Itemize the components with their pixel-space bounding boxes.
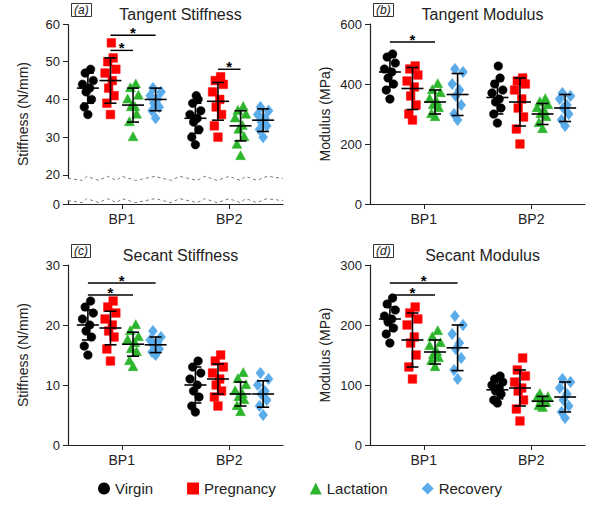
svg-text:(c): (c) — [74, 244, 88, 258]
svg-text:0: 0 — [53, 438, 60, 453]
svg-text:*: * — [119, 39, 125, 56]
svg-text:40: 40 — [46, 92, 60, 107]
svg-text:BP2: BP2 — [216, 211, 243, 227]
svg-text:(d): (d) — [376, 244, 391, 258]
svg-text:*: * — [226, 58, 232, 75]
svg-text:Virgin: Virgin — [115, 480, 153, 497]
svg-text:BP2: BP2 — [518, 452, 545, 468]
svg-text:600: 600 — [340, 17, 362, 32]
svg-text:20: 20 — [46, 318, 60, 333]
svg-text:60: 60 — [46, 17, 60, 32]
svg-text:BP1: BP1 — [109, 211, 136, 227]
svg-text:Pregnancy: Pregnancy — [204, 480, 276, 497]
svg-text:Stiffness (N/mm): Stiffness (N/mm) — [15, 303, 31, 407]
svg-text:BP2: BP2 — [518, 211, 545, 227]
svg-text:200: 200 — [340, 318, 362, 333]
svg-text:50: 50 — [46, 54, 60, 69]
svg-text:BP1: BP1 — [411, 452, 438, 468]
svg-text:(a): (a) — [74, 3, 89, 17]
svg-text:BP1: BP1 — [109, 452, 136, 468]
svg-text:100: 100 — [340, 378, 362, 393]
svg-text:*: * — [410, 284, 416, 301]
svg-text:Lactation: Lactation — [327, 480, 388, 497]
svg-text:10: 10 — [46, 378, 60, 393]
svg-text:300: 300 — [340, 258, 362, 273]
svg-text:0: 0 — [355, 438, 362, 453]
svg-text:*: * — [421, 272, 427, 289]
svg-text:*: * — [119, 272, 125, 289]
svg-text:BP1: BP1 — [411, 211, 438, 227]
svg-text:400: 400 — [340, 77, 362, 92]
svg-text:BP2: BP2 — [216, 452, 243, 468]
svg-text:Tangent Stiffness: Tangent Stiffness — [119, 6, 241, 23]
svg-text:*: * — [108, 284, 114, 301]
svg-text:Stiffness (N/mm): Stiffness (N/mm) — [15, 62, 31, 166]
svg-text:0: 0 — [53, 197, 60, 212]
svg-text:Modulus (MPa): Modulus (MPa) — [317, 308, 333, 403]
svg-text:0: 0 — [355, 197, 362, 212]
svg-text:*: * — [410, 31, 416, 48]
svg-text:Recovery: Recovery — [439, 480, 503, 497]
svg-text:30: 30 — [46, 258, 60, 273]
svg-text:*: * — [130, 24, 136, 41]
svg-text:Secant Modulus: Secant Modulus — [425, 247, 540, 264]
svg-text:200: 200 — [340, 137, 362, 152]
svg-text:Tangent Modulus: Tangent Modulus — [422, 6, 544, 23]
svg-text:Modulus (MPa): Modulus (MPa) — [317, 67, 333, 162]
svg-text:30: 30 — [46, 130, 60, 145]
svg-text:Secant Stiffness: Secant Stiffness — [123, 247, 238, 264]
svg-text:(b): (b) — [376, 3, 391, 17]
svg-text:20: 20 — [46, 167, 60, 182]
